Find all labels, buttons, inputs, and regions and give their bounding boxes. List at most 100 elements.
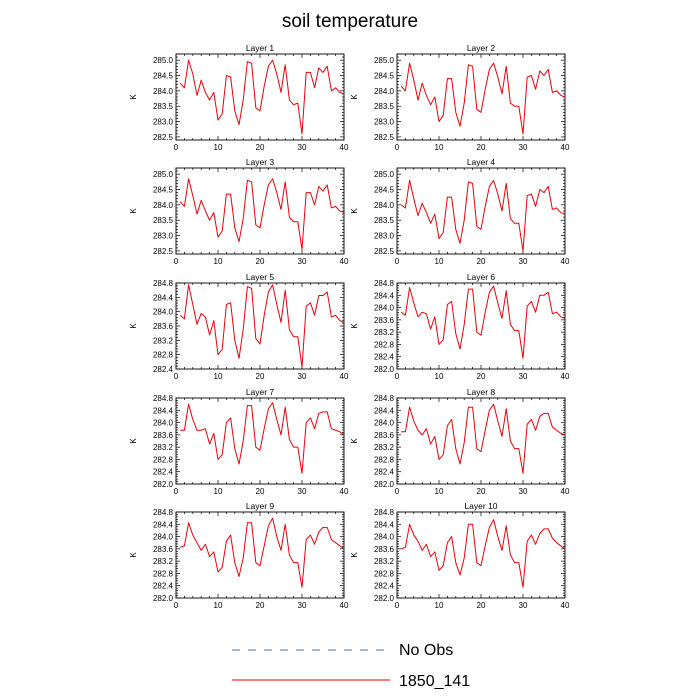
y-tick-label: 284.8 bbox=[153, 394, 174, 403]
y-tick-label: 284.0 bbox=[374, 87, 395, 96]
x-tick-label: 0 bbox=[174, 601, 179, 610]
x-tick-label: 10 bbox=[214, 257, 223, 266]
panel-grid: Layer 10 10 20 30 40282.5283.0283.5284.0284.… bbox=[129, 43, 570, 610]
y-tick-label: 284.0 bbox=[374, 533, 395, 542]
y-tick-label: 283.2 bbox=[153, 443, 174, 452]
x-tick-label: 30 bbox=[519, 143, 528, 152]
y-tick-label: 284.8 bbox=[153, 279, 174, 288]
y-tick-label: 284.0 bbox=[374, 201, 395, 210]
panel-layer-10: Layer 10 0 10 20 30 40 282.0 282.4 282.8 283.2 283… bbox=[350, 501, 570, 610]
x-tick-label: 10 bbox=[214, 487, 223, 496]
y-tick-label: 284.0 bbox=[153, 201, 174, 210]
x-tick-label: 20 bbox=[477, 143, 486, 152]
y-tick-label: 283.5 bbox=[153, 102, 174, 111]
y-tick-label: 282.8 bbox=[374, 455, 395, 464]
y-axis-label: K bbox=[350, 438, 359, 444]
plot-frame bbox=[396, 53, 566, 141]
x-tick-label: 40 bbox=[340, 143, 349, 152]
y-axis-label: K bbox=[129, 552, 138, 558]
series-line-1850-141 bbox=[400, 62, 566, 135]
y-axis-label: K bbox=[129, 208, 138, 214]
y-tick-label: 284.8 bbox=[374, 279, 395, 288]
series-line-1850-141 bbox=[401, 403, 566, 474]
y-tick-label: 284.5 bbox=[153, 186, 174, 195]
x-tick-label: 30 bbox=[519, 257, 528, 266]
y-tick-label: 282.0 bbox=[153, 480, 174, 489]
x-tick-label: 20 bbox=[256, 487, 265, 496]
y-tick-label: 282.5 bbox=[374, 133, 395, 142]
y-tick-label: 284.4 bbox=[153, 520, 174, 529]
panel-layer-1: Layer 1 0 10 20 30 40 282.5 283.0 283.5 284.0 284.… bbox=[129, 43, 349, 152]
series-line-1850-141 bbox=[180, 402, 345, 474]
y-tick-label: 283.5 bbox=[374, 102, 395, 111]
x-tick-label: 10 bbox=[214, 601, 223, 610]
y-tick-label: 283.0 bbox=[153, 118, 174, 127]
y-tick-label: 284.8 bbox=[153, 508, 174, 517]
chart-title: soil temperature bbox=[282, 11, 418, 32]
y-tick-label: 283.6 bbox=[153, 545, 174, 554]
x-tick-label: 30 bbox=[298, 487, 307, 496]
plot-frame bbox=[175, 511, 345, 599]
x-tick-label: 30 bbox=[298, 372, 307, 381]
y-tick-label: 284.4 bbox=[374, 406, 395, 415]
y-tick-label: 284.4 bbox=[153, 293, 174, 302]
x-tick-label: 40 bbox=[561, 487, 570, 496]
y-tick-label: 282.0 bbox=[374, 365, 395, 374]
y-tick-label: 284.5 bbox=[153, 72, 174, 81]
plot-frame bbox=[396, 167, 566, 255]
y-tick-label: 285.0 bbox=[153, 56, 174, 65]
x-tick-label: 40 bbox=[561, 372, 570, 381]
y-axis-label: K bbox=[129, 94, 138, 100]
y-tick-label: 283.5 bbox=[374, 216, 395, 225]
y-tick-label: 283.2 bbox=[153, 557, 174, 566]
x-tick-label: 30 bbox=[519, 487, 528, 496]
x-tick-label: 20 bbox=[477, 601, 486, 610]
y-tick-label: 282.4 bbox=[374, 353, 395, 362]
x-tick-label: 0 bbox=[174, 257, 179, 266]
x-tick-label: 0 bbox=[174, 487, 179, 496]
y-tick-label: 282.8 bbox=[153, 455, 174, 464]
y-tick-label: 284.0 bbox=[374, 304, 395, 313]
y-tick-label: 282.8 bbox=[153, 351, 174, 360]
x-tick-label: 10 bbox=[435, 372, 444, 381]
series-line-1850-141 bbox=[401, 519, 566, 588]
x-tick-label: 20 bbox=[477, 257, 486, 266]
y-tick-label: 284.4 bbox=[374, 291, 395, 300]
y-tick-label: 284.4 bbox=[374, 520, 395, 529]
panel-layer-2: Layer 2 0 10 20 30 40 282.5 283.0 283.5 284.0 284.… bbox=[350, 43, 570, 152]
x-tick-label: 0 bbox=[395, 257, 400, 266]
x-tick-label: 30 bbox=[298, 257, 307, 266]
panel-title: Layer 7 bbox=[246, 387, 275, 397]
plot-frame bbox=[175, 167, 345, 255]
panel-layer-4: Layer 4 0 10 20 30 40 282.5 283.0 283.5 284.0 284.… bbox=[350, 157, 570, 266]
y-tick-label: 283.6 bbox=[374, 545, 395, 554]
y-axis-label: K bbox=[129, 438, 138, 444]
panel-layer-9: Layer 9 0 10 20 30 40 282.0 282.4 282.8 283.2 283.… bbox=[129, 501, 349, 610]
y-tick-label: 282.0 bbox=[374, 480, 395, 489]
y-tick-label: 282.5 bbox=[153, 133, 174, 142]
y-axis-label: K bbox=[350, 552, 359, 558]
panel-layer-6: Layer 6 0 10 20 30 40 282.0 282.4 282.8 283.2 283.… bbox=[350, 272, 570, 381]
y-tick-label: 284.0 bbox=[153, 533, 174, 542]
y-tick-label: 282.0 bbox=[153, 594, 174, 603]
legend-label-1850-141: 1850_141 bbox=[399, 673, 470, 690]
x-tick-label: 0 bbox=[395, 487, 400, 496]
series-line-1850-141 bbox=[400, 285, 566, 359]
x-tick-label: 40 bbox=[340, 257, 349, 266]
panel-title: Layer 4 bbox=[467, 157, 496, 167]
x-tick-label: 20 bbox=[256, 372, 265, 381]
y-axis-label: K bbox=[350, 323, 359, 329]
x-tick-label: 30 bbox=[519, 601, 528, 610]
y-tick-label: 283.2 bbox=[374, 557, 395, 566]
x-tick-label: 30 bbox=[298, 601, 307, 610]
y-tick-label: 283.2 bbox=[374, 443, 395, 452]
y-tick-label: 283.2 bbox=[153, 336, 174, 345]
y-tick-label: 283.2 bbox=[374, 328, 395, 337]
y-tick-label: 285.0 bbox=[374, 170, 395, 179]
x-tick-label: 20 bbox=[256, 601, 265, 610]
y-tick-label: 282.4 bbox=[153, 365, 174, 374]
y-axis-label: K bbox=[129, 323, 138, 329]
x-tick-label: 0 bbox=[174, 372, 179, 381]
series-line-1850-141 bbox=[180, 517, 345, 588]
plot-frame bbox=[396, 511, 566, 599]
